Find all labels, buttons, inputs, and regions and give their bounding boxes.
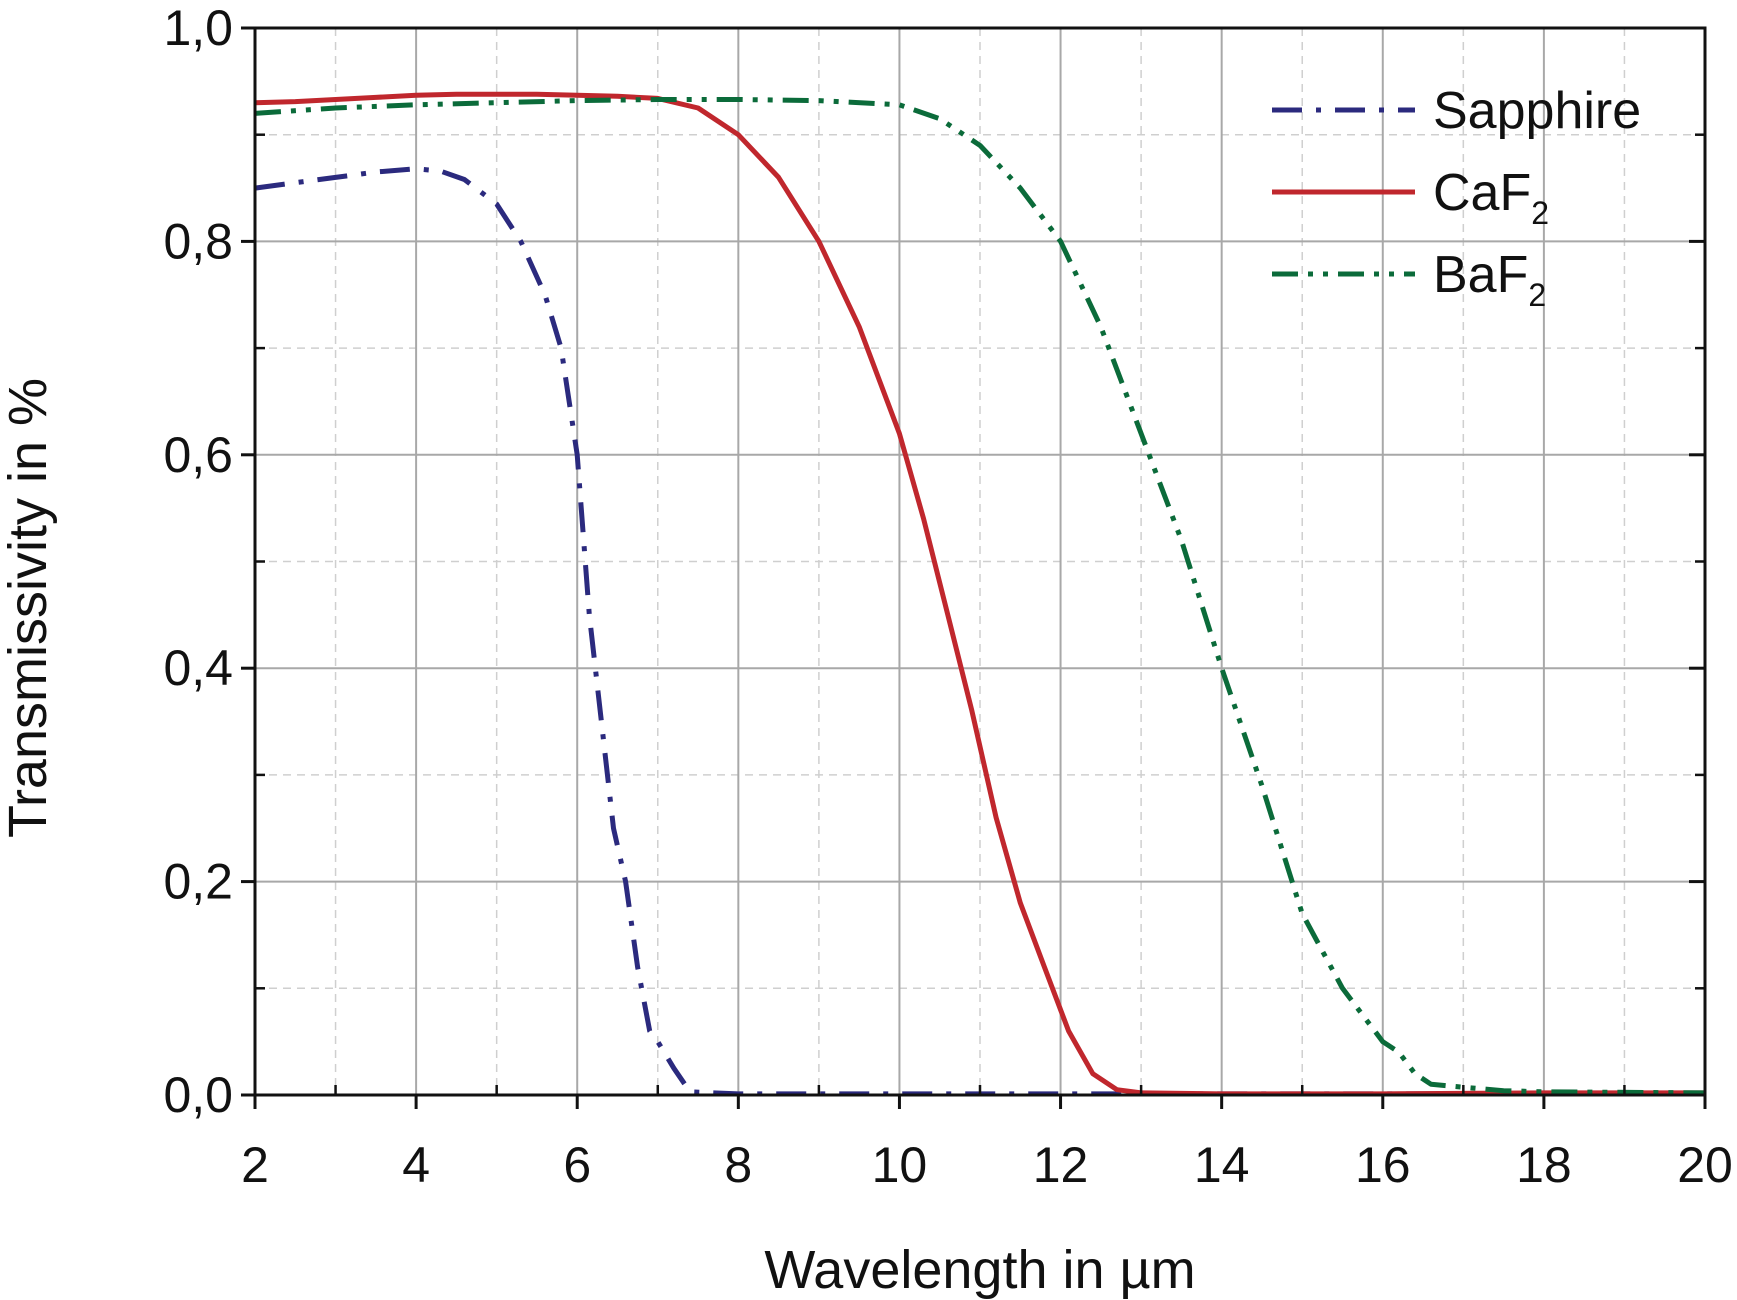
x-tick-label: 6: [563, 1137, 591, 1193]
minor-grid: [255, 28, 1705, 1095]
x-tick-label: 8: [724, 1137, 752, 1193]
axis-ticks: [241, 26, 1707, 1109]
x-tick-labels: 2 4 6 8 10 12 14 16 18 20: [241, 1137, 1733, 1193]
legend-subscript: 2: [1531, 195, 1549, 231]
y-tick-label: 0,2: [163, 854, 233, 910]
x-tick-label: 4: [402, 1137, 430, 1193]
y-tick-label: 0,4: [163, 640, 233, 696]
x-axis-title: Wavelength in µm: [764, 1240, 1195, 1300]
y-tick-label: 1,0: [163, 0, 233, 56]
legend-label-sapphire: Sapphire: [1433, 82, 1641, 140]
major-grid: [255, 28, 1705, 1095]
y-tick-label: 0,8: [163, 213, 233, 269]
y-axis-title: Transmissivity in %: [0, 378, 58, 838]
legend-label-baf2: BaF2: [1433, 246, 1546, 313]
legend-subscript: 2: [1528, 277, 1546, 313]
series-line-baf2: [254, 97, 1706, 1096]
x-tick-label: 16: [1355, 1137, 1411, 1193]
series-line-caf2: [254, 91, 1705, 1097]
x-tick-label: 14: [1194, 1137, 1250, 1193]
legend-label-caf2: CaF2: [1433, 164, 1549, 231]
legend: Sapphire CaF2 BaF2: [1272, 82, 1641, 313]
x-tick-label: 18: [1516, 1137, 1572, 1193]
x-tick-label: 12: [1033, 1137, 1089, 1193]
y-tick-label: 0,6: [163, 427, 233, 483]
x-tick-label: 20: [1677, 1137, 1733, 1193]
y-tick-label: 0,0: [163, 1067, 233, 1123]
y-tick-labels: 0,0 0,2 0,4 0,6 0,8 1,0: [163, 0, 233, 1123]
x-tick-label: 2: [241, 1137, 269, 1193]
x-tick-label: 10: [872, 1137, 928, 1193]
